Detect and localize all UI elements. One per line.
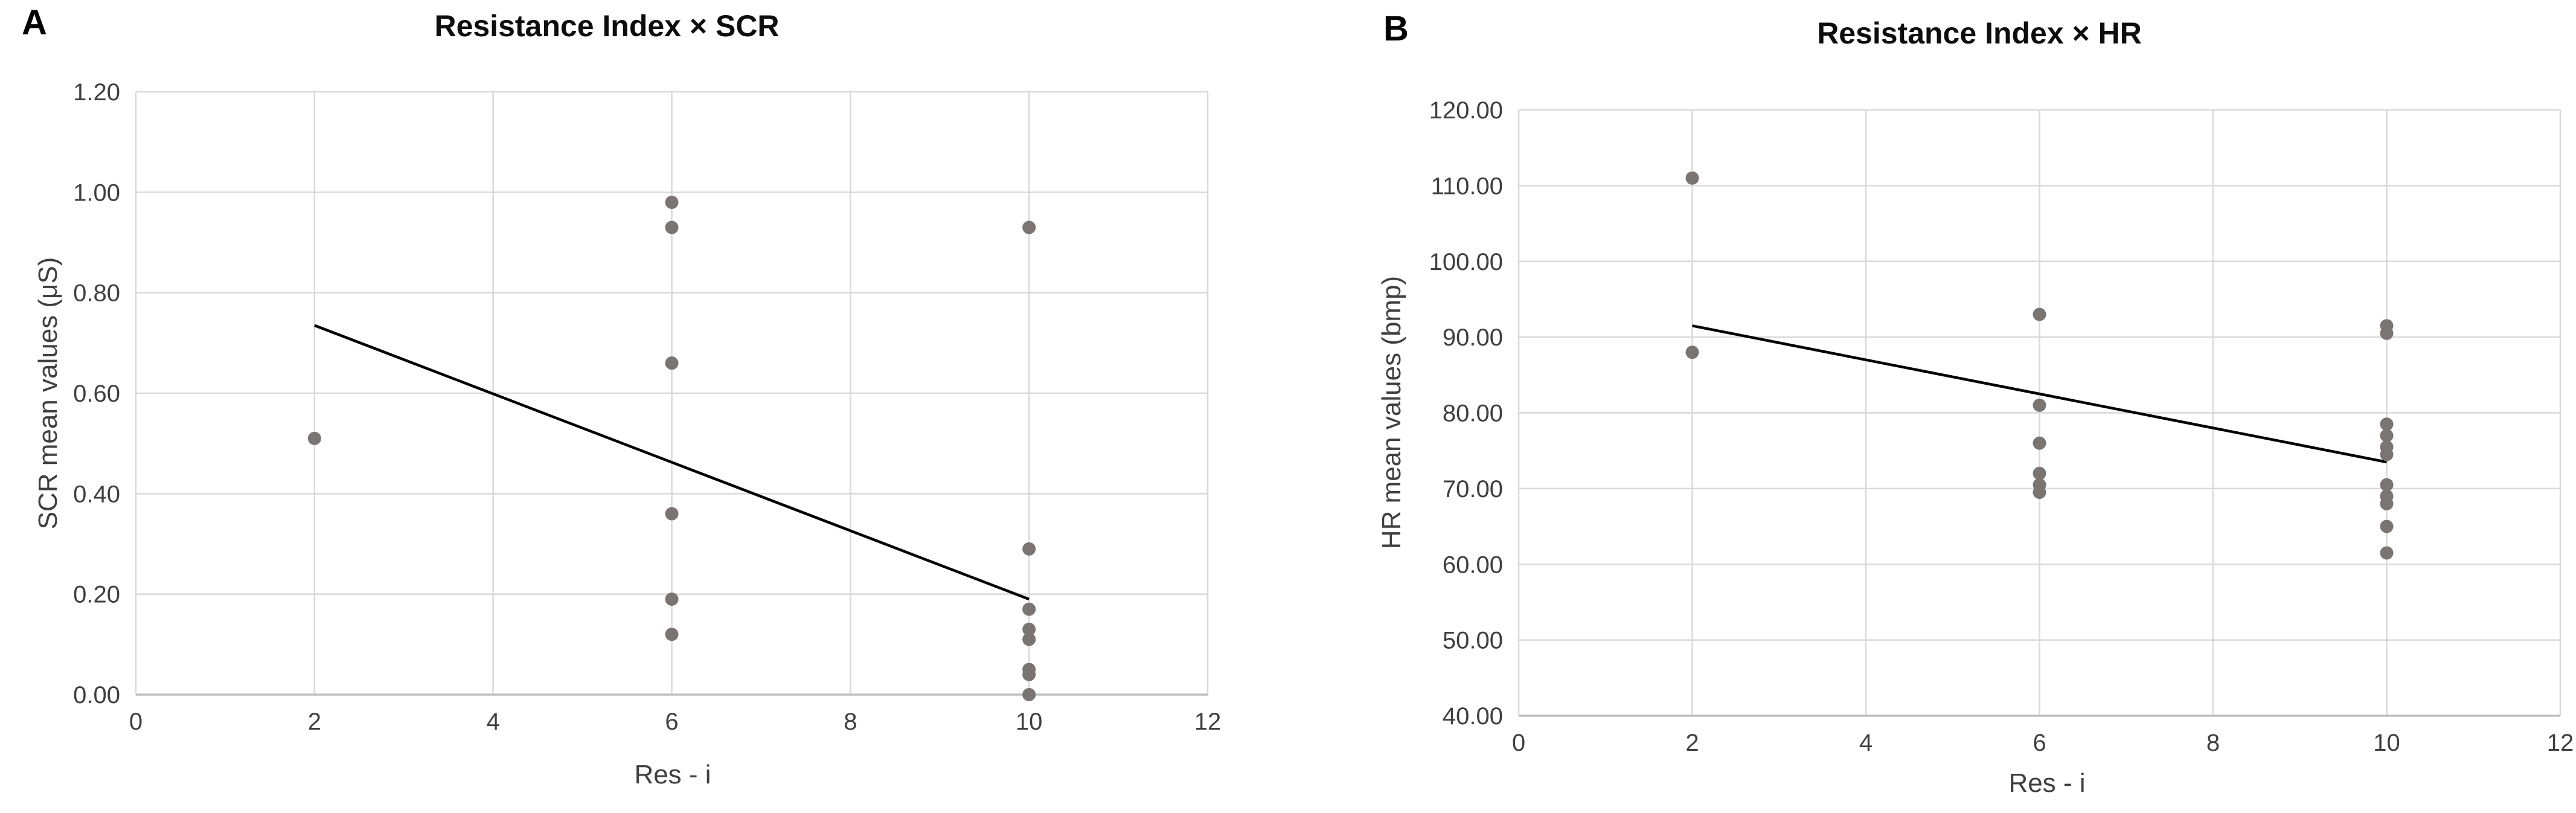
data-point [2380, 496, 2394, 510]
y-tick-label: 60.00 [1443, 551, 1503, 578]
y-tick-label: 0.40 [73, 481, 120, 507]
chart-panel-b: B Resistance Index × HR 40.00 50.00 60.00 7… [1288, 0, 2576, 813]
x-tick-label: 12 [2547, 730, 2574, 756]
x-tick-label: 10 [2373, 730, 2400, 756]
data-point [1685, 345, 1699, 359]
data-point [2033, 307, 2046, 321]
y-tick-label: 0.80 [73, 280, 120, 307]
trend-line [1692, 324, 2387, 464]
y-tick-label: 0.20 [73, 582, 120, 608]
x-axis-title-b: Res - i [2008, 768, 2086, 798]
data-point [665, 356, 679, 370]
x-tick-label: 4 [487, 709, 500, 735]
x-tick-label: 10 [1016, 709, 1043, 735]
data-point [1022, 220, 1036, 234]
panel-label-a: A [22, 3, 47, 42]
data-point [2380, 448, 2394, 461]
y-tick-label: 40.00 [1443, 703, 1503, 730]
x-tick-label: 4 [1859, 730, 1873, 756]
y-tick-label: 1.20 [73, 79, 120, 106]
chart-title-b: Resistance Index × HR [1817, 16, 2142, 50]
data-point [665, 592, 679, 606]
data-point [1685, 171, 1699, 185]
panel-label-b: B [1383, 9, 1409, 48]
data-point [1022, 632, 1036, 646]
data-point [2380, 478, 2394, 492]
data-point [665, 628, 679, 641]
data-point [2033, 398, 2046, 412]
chart-panel-a: A Resistance Index × SCR 0.00 0.20 0.40 0.6… [22, 3, 1222, 789]
x-tick-label: 0 [129, 709, 143, 735]
data-point [1022, 602, 1036, 616]
y-tick-label: 1.00 [73, 179, 120, 206]
y-tick-label: 50.00 [1443, 628, 1503, 654]
data-point [2380, 519, 2394, 533]
x-tick-label: 6 [2033, 730, 2046, 756]
data-point [2033, 486, 2046, 500]
data-point [665, 220, 679, 234]
x-tick-label: 0 [1512, 730, 1525, 756]
y-tick-label: 0.00 [73, 682, 120, 709]
x-tick-label: 12 [1194, 709, 1222, 735]
data-point [1022, 542, 1036, 556]
scatter-plot-a: 0.00 0.20 0.40 0.60 0.80 1.00 1.20 0 2 4 6 8 10 12 [73, 79, 1222, 735]
data-point [2033, 436, 2046, 450]
y-tick-label: 120.00 [1429, 97, 1503, 124]
trend-line [314, 324, 1030, 601]
x-tick-label: 8 [844, 709, 857, 735]
data-point [2380, 546, 2394, 560]
y-tick-label: 80.00 [1443, 400, 1503, 427]
data-point [2380, 326, 2394, 340]
data-point [2380, 429, 2394, 443]
data-point [1022, 688, 1036, 701]
data-point [1022, 622, 1036, 636]
y-tick-label: 0.60 [73, 381, 120, 407]
y-axis-title-b: HR mean values (bmp) [1377, 275, 1406, 550]
y-tick-label: 90.00 [1443, 324, 1503, 351]
x-tick-label: 2 [1685, 730, 1699, 756]
y-tick-label: 70.00 [1443, 476, 1503, 503]
y-tick-label: 110.00 [1431, 173, 1503, 199]
data-point [307, 431, 321, 445]
data-point [1022, 667, 1036, 681]
y-tick-label: 100.00 [1429, 249, 1503, 275]
y-axis-title-a: SCR mean values (μS) [33, 257, 63, 530]
x-tick-label: 2 [308, 709, 321, 735]
scatter-plot-b: 40.00 50.00 60.00 70.00 80.00 90.00 100.00 110.… [1429, 97, 2574, 756]
data-point [665, 195, 679, 209]
data-point [665, 507, 679, 521]
x-tick-label: 8 [2206, 730, 2220, 756]
x-tick-label: 6 [665, 709, 678, 735]
x-axis-title-a: Res - i [634, 760, 711, 789]
chart-title-a: Resistance Index × SCR [434, 9, 780, 43]
data-point [2380, 417, 2394, 431]
data-point [2033, 466, 2046, 480]
